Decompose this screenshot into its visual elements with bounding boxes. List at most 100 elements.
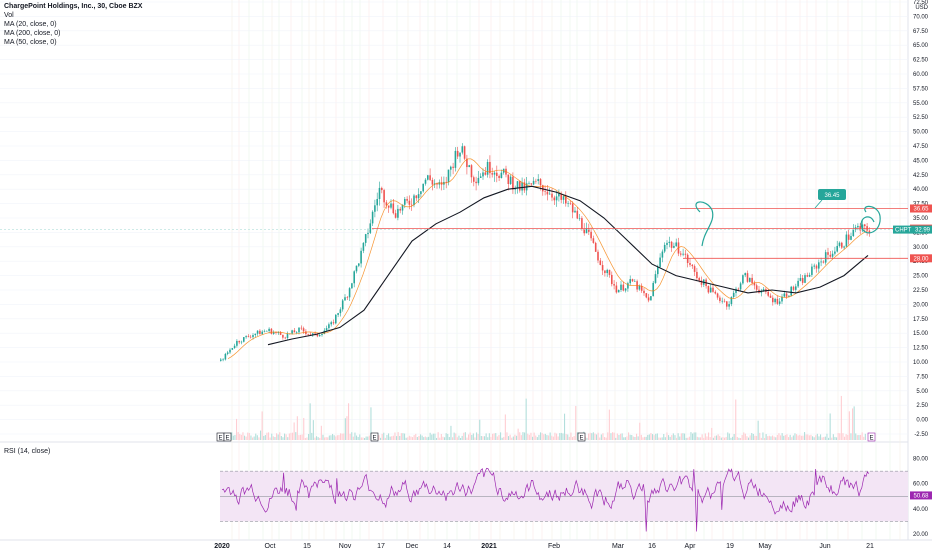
volume-bar [696,436,698,440]
chart-title[interactable]: ChargePoint Holdings, Inc., 30, Cboe BZX [4,3,143,10]
candle-body [801,278,804,283]
price-tick-label: 35.00 [913,216,929,222]
candle-body [597,251,599,261]
volume-bar [658,437,660,440]
volume-bar [741,435,743,440]
last-price-symbol: CHPT [895,228,912,234]
candle-body [335,314,337,324]
volume-bar [615,437,617,440]
price-tick-label: 67.50 [913,29,929,35]
volume-bar [532,436,534,440]
candle-body [629,279,631,284]
volume-bar [301,434,303,440]
candle-body [659,257,661,267]
volume-bar [253,436,255,440]
legend-ma20[interactable]: MA (20, close, 0) [4,21,57,28]
candle-body [509,176,512,185]
volume-bar [500,432,502,440]
volume-bar [647,434,649,440]
candle-body [295,332,298,333]
volume-bar [477,433,479,440]
volume-bar [616,433,618,440]
currency-label: USD [915,5,928,11]
candle-body [410,204,413,206]
volume-bar [551,435,553,440]
legend-ma50[interactable]: MA (50, close, 0) [4,39,57,46]
candle-body [420,191,422,195]
volume-bar [317,437,319,440]
volume-bar [546,435,548,440]
price-tick-label: 50.00 [913,130,929,136]
volume-bar [840,395,842,440]
candle-body [544,191,546,192]
volume-bar [544,433,546,440]
candle-body [417,194,420,199]
candle-body [691,264,694,267]
candle-body [689,262,691,265]
candle-body [749,277,751,282]
candle-body [523,182,526,191]
volume-bar [530,432,532,440]
candle-body [638,285,641,290]
candle-body [466,158,468,168]
candle-body [845,234,848,247]
volume-bar [320,425,322,440]
candle-body [521,182,523,191]
volume-bar [460,437,462,440]
candle-body [772,297,774,303]
volume-bar [620,433,622,440]
volume-bar [330,435,332,440]
volume-bar [314,437,316,440]
volume-bar [768,435,770,440]
volume-bar [519,432,521,440]
volume-bar [346,416,348,440]
price-tick-label: 7.50 [916,374,928,380]
volume-bar [280,435,282,440]
volume-bar [784,435,786,440]
candle-body [751,277,753,284]
volume-bar [464,432,466,440]
volume-bar [364,437,366,440]
candle-body [652,282,654,297]
legend-vol[interactable]: Vol [4,12,14,19]
candle-body [813,265,815,267]
volume-bar [476,432,478,440]
volume-bar [295,432,297,440]
volume-bar [264,435,266,440]
candle-body [822,261,825,263]
volume-bar [418,436,420,440]
volume-bar [378,435,380,440]
candle-body [454,150,457,168]
volume-bar [680,433,682,440]
volume-bar [820,434,822,440]
candle-body [634,281,636,282]
candle-body [774,298,776,303]
candle-body [452,166,454,168]
candle-body [470,165,473,178]
candle-body [330,322,332,325]
volume-bar [695,432,697,440]
candle-body [369,223,372,233]
volume-bar [623,437,625,440]
candle-body [836,245,838,252]
candle-body [847,234,850,240]
volume-bar [316,436,318,440]
volume-bar [498,435,500,440]
volume-bar [848,411,850,440]
volume-bar [263,435,265,440]
volume-bar [572,437,574,440]
volume-bar [242,432,244,440]
volume-bar [335,436,337,440]
legend-ma200[interactable]: MA (200, close, 0) [4,30,61,37]
volume-bar [812,436,814,440]
volume-bar [607,432,609,440]
volume-bar [266,432,268,440]
candle-body [742,275,744,284]
volume-bar [807,434,809,440]
price-tick-label: 5.00 [916,389,928,395]
candle-body [588,228,590,232]
volume-bar [666,432,668,440]
rsi-legend[interactable]: RSI (14, close) [4,448,51,455]
volume-bar [423,437,425,440]
volume-bar [786,434,788,440]
